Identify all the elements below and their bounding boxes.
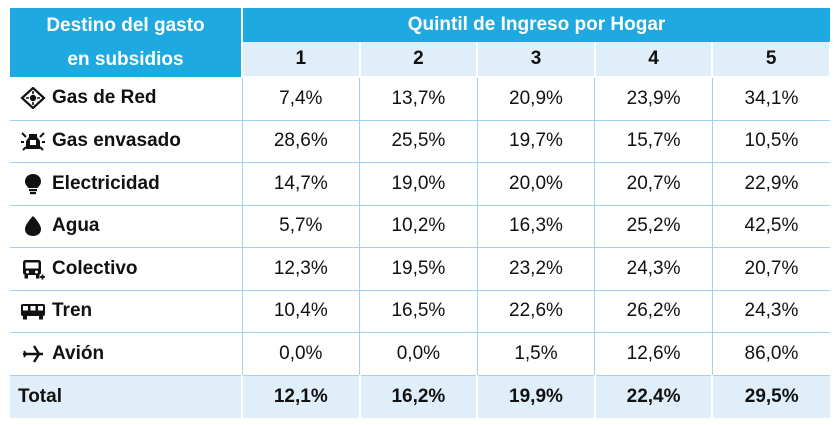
category-header-line-2: en subsidios: [67, 48, 184, 70]
total-value: 22,4%: [593, 375, 713, 418]
row-label-gas-de-red: Gas de Red: [10, 77, 242, 121]
table-row: Gas de Red 7,4% 13,7% 20,9% 23,9% 34,1%: [10, 77, 831, 121]
table-row: Colectivo 12,3% 19,5% 23,2% 24,3% 20,7%: [10, 247, 831, 291]
train-icon: [21, 304, 45, 320]
cell-value: 10,5%: [711, 120, 831, 163]
quintile-header-2: 2: [358, 42, 479, 78]
quintile-header-1: 1: [241, 42, 361, 78]
row-label-electricidad: Electricidad: [10, 162, 242, 206]
cell-value: 19,5%: [359, 247, 478, 291]
cell-value: 22,6%: [476, 290, 595, 333]
lightbulb-icon: [25, 173, 41, 194]
cell-value: 10,4%: [241, 290, 360, 333]
row-label-agua: Agua: [10, 205, 242, 248]
cell-value: 19,0%: [359, 162, 478, 206]
cell-value: 13,7%: [359, 77, 478, 121]
cell-value: 22,9%: [711, 162, 831, 206]
bus-icon: [23, 259, 45, 280]
gas-bottle-icon: [21, 132, 45, 151]
cell-value: 12,3%: [241, 247, 360, 291]
cell-value: 34,1%: [711, 77, 831, 121]
cell-value: 23,2%: [476, 247, 595, 291]
cell-value: 5,7%: [241, 205, 360, 248]
category-header-line-1: Destino del gasto: [46, 14, 205, 36]
cell-value: 7,4%: [241, 77, 360, 121]
total-value: 19,9%: [476, 375, 595, 418]
gas-network-icon: [20, 87, 46, 110]
quintile-group-header: Quintil de Ingreso por Hogar: [242, 8, 831, 42]
row-label-colectivo: Colectivo: [10, 247, 242, 291]
cell-value: 25,2%: [594, 205, 713, 248]
cell-value: 16,5%: [359, 290, 478, 333]
cell-value: 0,0%: [241, 332, 360, 376]
cell-value: 1,5%: [476, 332, 595, 376]
cell-value: 19,7%: [476, 120, 595, 163]
cell-value: 20,9%: [476, 77, 595, 121]
table-row: Agua 5,7% 10,2% 16,3% 25,2% 42,5%: [10, 205, 831, 248]
cell-value: 26,2%: [594, 290, 713, 333]
cell-value: 23,9%: [594, 77, 713, 121]
cell-value: 12,6%: [594, 332, 713, 376]
total-row: Total 12,1% 16,2% 19,9% 22,4% 29,5%: [10, 375, 831, 418]
cell-value: 86,0%: [711, 332, 831, 376]
cell-value: 24,3%: [594, 247, 713, 291]
cell-value: 10,2%: [359, 205, 478, 248]
water-drop-icon: [25, 216, 41, 237]
subsidy-distribution-table: Destino del gasto en subsidios Quintil d…: [10, 8, 832, 418]
airplane-icon: [23, 345, 43, 363]
table-row: Tren 10,4% 16,5% 22,6% 26,2% 24,3%: [10, 290, 831, 333]
total-value: 12,1%: [241, 375, 360, 418]
table-row: Avión 0,0% 0,0% 1,5% 12,6% 86,0%: [10, 332, 831, 376]
cell-value: 42,5%: [711, 205, 831, 248]
cell-value: 20,7%: [594, 162, 713, 206]
cell-value: 15,7%: [594, 120, 713, 163]
quintile-header-5: 5: [711, 42, 832, 78]
row-label-gas-envasado: Gas envasado: [10, 120, 242, 163]
total-label: Total: [10, 375, 242, 418]
row-label-tren: Tren: [10, 290, 242, 333]
category-column-header: Destino del gasto en subsidios: [10, 8, 243, 77]
quintile-header-4: 4: [593, 42, 714, 78]
subsidy-table-container: Destino del gasto en subsidios Quintil d…: [10, 8, 832, 418]
cell-value: 14,7%: [241, 162, 360, 206]
cell-value: 0,0%: [359, 332, 478, 376]
total-value: 16,2%: [358, 375, 478, 418]
cell-value: 20,7%: [711, 247, 831, 291]
cell-value: 24,3%: [711, 290, 831, 333]
table-row: Electricidad 14,7% 19,0% 20,0% 20,7% 22,…: [10, 162, 831, 206]
cell-value: 25,5%: [359, 120, 478, 163]
table-row: Gas envasado 28,6% 25,5% 19,7% 15,7% 10,…: [10, 120, 831, 163]
total-value: 29,5%: [711, 375, 831, 418]
row-label-avion: Avión: [10, 332, 242, 376]
cell-value: 28,6%: [241, 120, 360, 163]
cell-value: 20,0%: [476, 162, 595, 206]
cell-value: 16,3%: [476, 205, 595, 248]
quintile-header-3: 3: [476, 42, 596, 78]
